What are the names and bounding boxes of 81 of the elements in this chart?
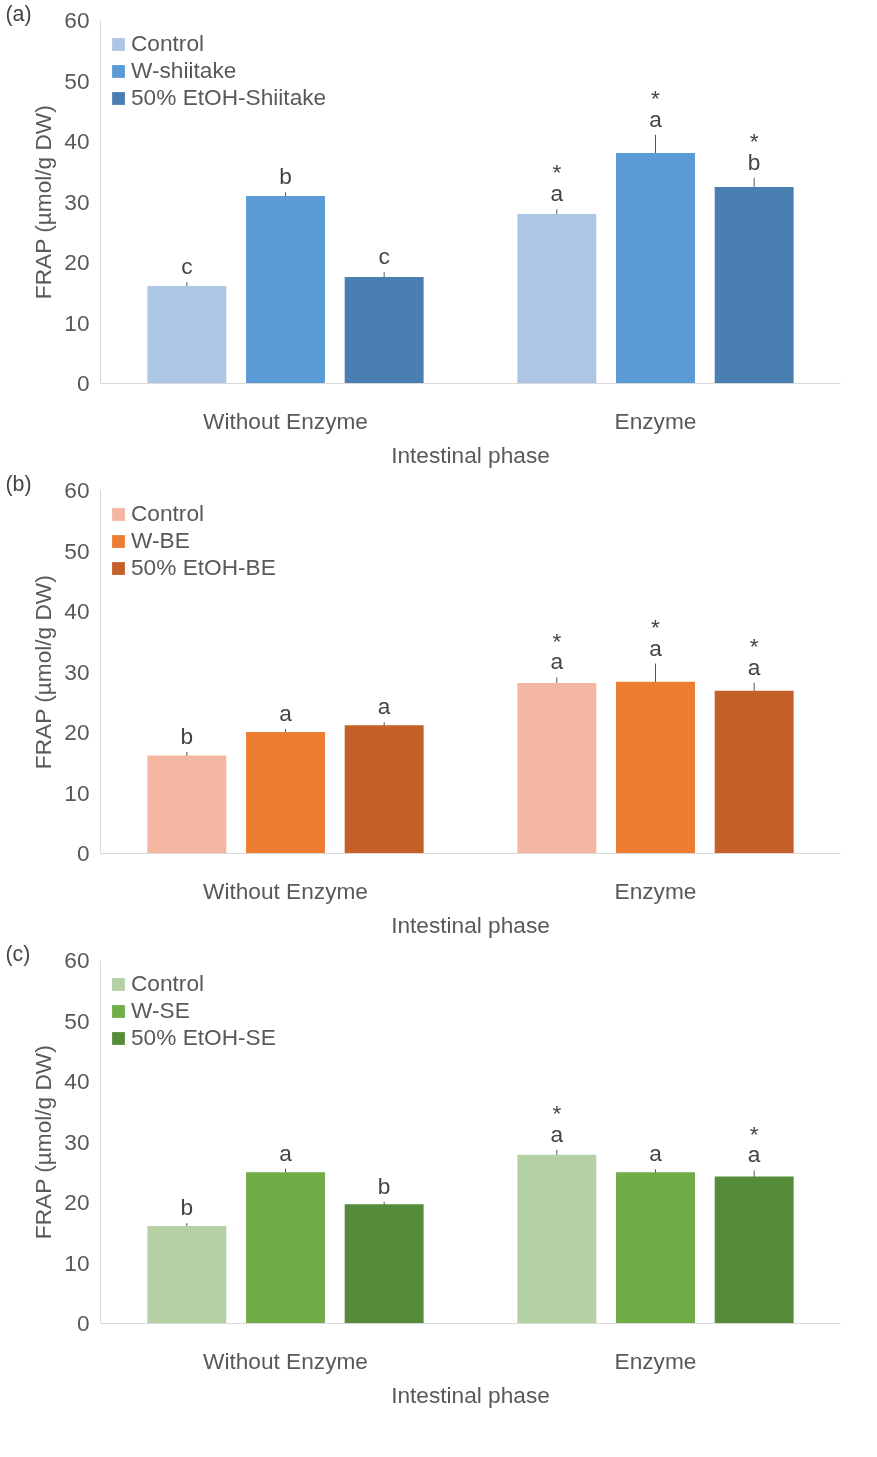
legend-label: Control	[131, 970, 205, 997]
y-tick-label: 20	[64, 249, 90, 275]
y-tick-label: 0	[76, 370, 90, 396]
data-label: b	[180, 1194, 194, 1221]
data-label: * b	[747, 128, 761, 175]
y-tick-label: 10	[64, 309, 90, 336]
data-label: * a	[747, 1120, 761, 1168]
legend-label: W-shiitake	[131, 57, 237, 84]
y-tick-label: 10	[64, 779, 90, 806]
x-tick-label: Without Enzyme	[203, 407, 368, 434]
data-label: a	[649, 1140, 663, 1167]
y-axis-title: FRAP (µmol/g DW)	[30, 1045, 57, 1240]
data-label: a	[377, 693, 391, 720]
y-tick-label: 30	[64, 658, 90, 685]
x-tick-label: Without Enzyme	[203, 1347, 368, 1374]
data-label: c	[181, 253, 193, 280]
bar	[147, 286, 227, 384]
bar	[344, 1204, 424, 1324]
text: (b)	[5, 471, 32, 496]
data-label: c	[378, 243, 390, 270]
y-tick-label: 30	[64, 1128, 90, 1155]
x-axis-title: Intestinal phase	[391, 911, 550, 938]
x-tick-label: Enzyme	[614, 1347, 697, 1374]
y-axis-title: FRAP (µmol/g DW)	[30, 105, 57, 300]
x-axis-title: Intestinal phase	[391, 1381, 550, 1408]
legend-label: 50% EtOH-Shiitake	[131, 84, 327, 111]
bar	[714, 186, 794, 384]
y-tick-label: 50	[64, 537, 90, 564]
bar	[714, 690, 794, 854]
bar	[147, 755, 227, 854]
data-label: * a	[550, 627, 564, 675]
data-label: * a	[747, 633, 761, 680]
bar	[246, 731, 325, 854]
data-label: b	[180, 722, 194, 749]
text: (c)	[5, 941, 31, 966]
y-tick-label: 0	[76, 1310, 90, 1336]
bar	[517, 214, 597, 384]
data-label: * a	[649, 85, 663, 132]
y-tick-label: 50	[64, 67, 90, 94]
bar	[616, 152, 695, 384]
bar	[246, 1172, 325, 1324]
x-tick-label: Without Enzyme	[203, 877, 368, 904]
legend-label: Control	[131, 30, 205, 57]
y-tick-label: 20	[64, 719, 90, 745]
y-tick-label: 30	[64, 188, 90, 215]
legend-label: W-BE	[131, 527, 190, 554]
data-label: * a	[649, 613, 663, 661]
y-tick-label: 60	[64, 947, 90, 973]
bar	[616, 1172, 695, 1324]
legend-label: 50% EtOH-BE	[131, 554, 276, 581]
x-tick-label: Enzyme	[614, 877, 697, 904]
bar	[344, 277, 424, 384]
text: (a)	[5, 1, 32, 26]
legend-label: 50% EtOH-SE	[131, 1024, 276, 1051]
y-tick-label: 10	[64, 1249, 90, 1276]
bar	[246, 195, 325, 384]
y-tick-label: 40	[64, 1068, 90, 1094]
y-tick-label: 40	[64, 128, 90, 154]
y-tick-label: 60	[64, 477, 90, 503]
bar	[344, 725, 424, 854]
bar	[616, 681, 695, 854]
data-label: * a	[550, 159, 564, 207]
bar	[517, 1154, 597, 1324]
legend-label: W-SE	[131, 997, 190, 1024]
y-tick-label: 60	[64, 7, 90, 33]
y-tick-label: 40	[64, 598, 90, 624]
bar	[714, 1176, 794, 1324]
data-label: b	[279, 163, 292, 190]
y-tick-label: 0	[76, 840, 90, 866]
x-axis-title: Intestinal phase	[391, 441, 550, 468]
bar	[517, 682, 597, 854]
y-axis-title: FRAP (µmol/g DW)	[30, 575, 57, 770]
legend-label: Control	[131, 500, 205, 527]
y-tick-label: 50	[64, 1007, 90, 1034]
x-tick-label: Enzyme	[614, 407, 697, 434]
bar	[147, 1226, 227, 1324]
y-tick-label: 20	[64, 1189, 90, 1215]
data-label: a	[279, 699, 293, 726]
data-label: a	[279, 1139, 293, 1166]
data-label: b	[377, 1172, 391, 1199]
data-label: * a	[550, 1100, 564, 1147]
